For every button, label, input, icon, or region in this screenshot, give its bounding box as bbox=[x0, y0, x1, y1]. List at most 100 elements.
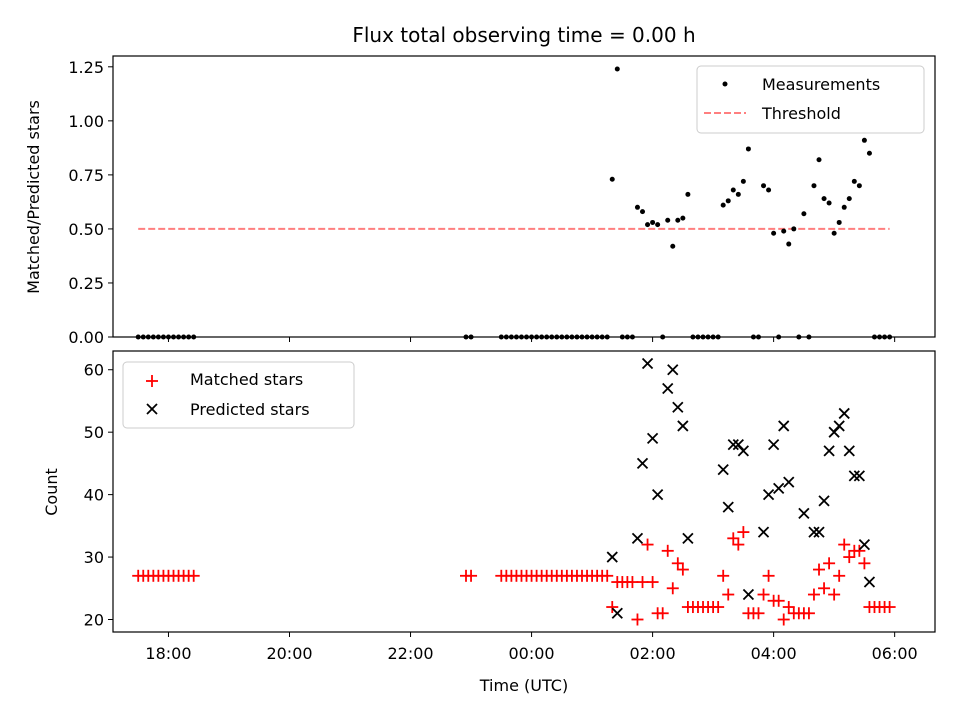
x-tick-label: 02:00 bbox=[630, 644, 676, 663]
measurement-point bbox=[680, 215, 686, 221]
predicted-star-point bbox=[757, 526, 770, 538]
predicted-star-point bbox=[672, 401, 684, 413]
matched-star-point bbox=[752, 607, 765, 620]
measurement-point bbox=[614, 66, 620, 72]
predicted-star-mark bbox=[863, 576, 876, 588]
predicted-star-point bbox=[813, 526, 825, 538]
matched-star-point bbox=[656, 607, 669, 620]
matched-star-point bbox=[807, 588, 820, 601]
matched-star-point bbox=[813, 563, 826, 576]
ratio-y-tick-label: 0.75 bbox=[68, 166, 104, 185]
predicted-star-point bbox=[843, 445, 855, 457]
matched-star-point bbox=[636, 576, 649, 589]
matched-star-point bbox=[646, 576, 659, 589]
predicted-star-mark bbox=[757, 526, 770, 538]
predicted-star-mark bbox=[662, 382, 674, 395]
predicted-star-mark bbox=[672, 401, 684, 413]
predicted-star-mark bbox=[773, 482, 785, 495]
measurement-point bbox=[801, 211, 807, 217]
predicted-star-point bbox=[727, 439, 739, 451]
predicted-star-mark bbox=[737, 445, 750, 457]
predicted-star-point bbox=[682, 532, 694, 544]
count-y-tick-label: 30 bbox=[84, 548, 104, 567]
matched-legend-marker bbox=[146, 375, 158, 387]
count-y-tick-label: 60 bbox=[84, 361, 104, 380]
measurement-point bbox=[675, 217, 681, 223]
measurements-legend-marker bbox=[722, 81, 728, 87]
matched-legend-label: Matched stars bbox=[190, 370, 303, 389]
predicted-star-point bbox=[677, 420, 689, 432]
measurement-point bbox=[761, 183, 767, 189]
predicted-star-point bbox=[662, 382, 674, 395]
predicted-star-point bbox=[646, 432, 659, 445]
predicted-star-mark bbox=[843, 445, 855, 457]
matched-star-point bbox=[858, 557, 871, 570]
chart-title: Flux total observing time = 0.00 h bbox=[352, 23, 695, 47]
predicted-star-point bbox=[762, 488, 775, 501]
predicted-star-mark bbox=[636, 457, 649, 470]
measurements-legend-label: Measurements bbox=[762, 75, 880, 94]
predicted-star-point bbox=[717, 464, 729, 476]
matched-star-point bbox=[757, 588, 770, 601]
matched-star-point bbox=[722, 588, 735, 601]
predicted-star-point bbox=[667, 364, 679, 376]
matched-star-point bbox=[465, 569, 478, 582]
predicted-star-point bbox=[652, 488, 664, 501]
predicted-star-mark bbox=[646, 432, 659, 445]
predicted-star-mark bbox=[783, 476, 795, 488]
matched-star-point bbox=[606, 601, 619, 614]
predicted-star-point bbox=[783, 476, 795, 488]
predicted-star-mark bbox=[833, 420, 845, 432]
measurement-point bbox=[821, 196, 827, 202]
measurement-point bbox=[766, 187, 772, 193]
measurement-point bbox=[609, 176, 615, 182]
measurement-point bbox=[786, 241, 792, 247]
ratio-y-tick-label: 1.00 bbox=[68, 112, 104, 131]
measurement-point bbox=[645, 222, 651, 228]
predicted-star-mark bbox=[798, 507, 810, 519]
count-legend: Matched stars Predicted stars bbox=[122, 361, 355, 429]
predicted-star-mark bbox=[838, 407, 850, 420]
matched-star-point bbox=[641, 538, 654, 551]
matched-star-point bbox=[737, 526, 750, 539]
matched-star-point bbox=[661, 544, 674, 557]
predicted-star-mark bbox=[732, 439, 744, 451]
predicted-star-mark bbox=[808, 526, 820, 538]
ratio-y-tick-label: 0.25 bbox=[68, 274, 104, 293]
measurement-point bbox=[730, 187, 736, 193]
count-plot-frame bbox=[112, 350, 936, 633]
x-tick-label: 06:00 bbox=[872, 644, 918, 663]
ratio-y-tick-label: 1.25 bbox=[68, 58, 104, 77]
measurement-point bbox=[650, 219, 656, 225]
predicted-star-point bbox=[863, 576, 876, 588]
predicted-star-point bbox=[833, 420, 845, 432]
matched-star-point bbox=[712, 601, 725, 614]
predicted-star-mark bbox=[611, 607, 623, 619]
predicted-star-point bbox=[818, 495, 830, 507]
measurement-point bbox=[745, 146, 751, 152]
predicted-star-mark bbox=[742, 588, 755, 601]
predicted-star-mark bbox=[682, 532, 694, 544]
ratio-y-axis-label: Matched/Predicted stars bbox=[24, 100, 43, 294]
predicted-star-mark bbox=[853, 470, 865, 482]
predicted-star-point bbox=[742, 588, 755, 601]
matched-star-point bbox=[818, 582, 831, 595]
predicted-star-mark bbox=[858, 538, 871, 551]
predicted-star-point bbox=[823, 445, 835, 457]
measurement-point bbox=[735, 191, 741, 197]
matched-star-point bbox=[671, 557, 684, 570]
measurement-point bbox=[740, 178, 746, 184]
matched-star-point bbox=[777, 613, 790, 626]
predicted-star-point bbox=[737, 445, 750, 457]
predicted-star-mark bbox=[848, 470, 860, 482]
predicted-star-mark bbox=[641, 357, 654, 370]
x-tick-label: 18:00 bbox=[145, 644, 191, 663]
matched-star-point bbox=[772, 594, 785, 607]
predicted-star-point bbox=[722, 501, 734, 513]
measurement-point bbox=[665, 217, 671, 223]
predicted-star-mark bbox=[652, 488, 664, 501]
matched-star-point bbox=[626, 576, 639, 589]
measurement-point bbox=[841, 204, 847, 210]
matched-star-point bbox=[833, 569, 846, 582]
matched-star-point bbox=[838, 538, 851, 551]
